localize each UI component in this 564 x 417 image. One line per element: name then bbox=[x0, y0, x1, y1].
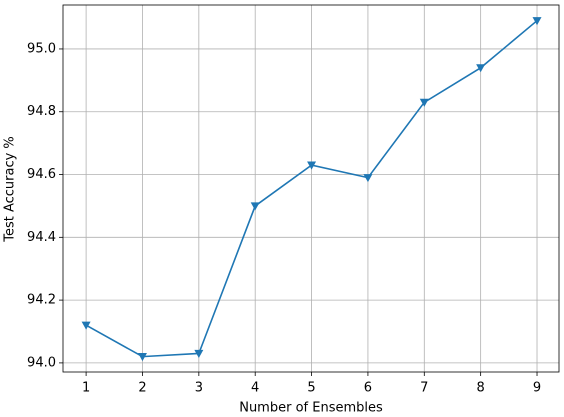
data-marker bbox=[476, 64, 486, 73]
x-tick-label: 7 bbox=[420, 381, 428, 396]
x-tick-label: 5 bbox=[307, 381, 315, 396]
x-tick-label: 3 bbox=[195, 381, 203, 396]
x-tick-label: 4 bbox=[251, 381, 259, 396]
x-tick-label: 1 bbox=[82, 381, 90, 396]
y-tick-label: 95.0 bbox=[27, 41, 56, 56]
y-tick-label: 94.8 bbox=[27, 104, 56, 119]
x-tick-label: 9 bbox=[533, 381, 541, 396]
x-tick-label: 2 bbox=[138, 381, 146, 396]
data-marker bbox=[532, 17, 542, 26]
data-marker bbox=[419, 98, 429, 107]
data-marker bbox=[307, 161, 317, 170]
data-marker bbox=[363, 174, 373, 183]
data-marker bbox=[137, 353, 147, 362]
y-tick-label: 94.6 bbox=[27, 167, 56, 182]
y-axis-label: Test Accuracy % bbox=[3, 136, 18, 243]
data-marker bbox=[194, 349, 204, 358]
data-marker bbox=[81, 321, 91, 330]
plot-frame bbox=[62, 4, 560, 373]
x-tick-label: 8 bbox=[477, 381, 485, 396]
x-axis-label: Number of Ensembles bbox=[239, 401, 383, 416]
y-tick-label: 94.0 bbox=[27, 355, 56, 370]
y-tick-label: 94.4 bbox=[27, 230, 56, 245]
x-tick-label: 6 bbox=[364, 381, 372, 396]
y-tick-label: 94.2 bbox=[27, 293, 56, 308]
data-marker bbox=[250, 202, 260, 211]
